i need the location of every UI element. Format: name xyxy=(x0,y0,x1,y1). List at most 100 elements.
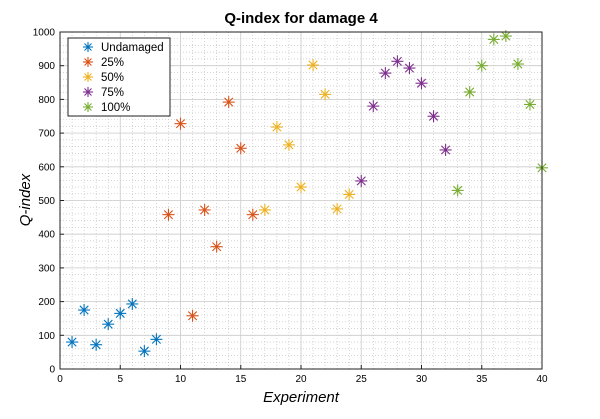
data-point-75pct xyxy=(427,110,440,123)
data-point-50pct xyxy=(258,203,271,216)
asterisk-stroke xyxy=(332,204,342,214)
data-point-100pct xyxy=(463,85,476,98)
data-point-25pct xyxy=(174,117,187,130)
x-tick-label: 40 xyxy=(536,374,548,385)
asterisk-stroke xyxy=(320,89,330,99)
asterisk-stroke xyxy=(428,111,439,121)
legend-label: 75% xyxy=(101,87,124,99)
x-tick-label: 25 xyxy=(356,374,368,385)
data-point-25pct xyxy=(162,208,175,221)
asterisk-stroke xyxy=(187,311,198,321)
asterisk-stroke xyxy=(441,145,451,155)
y-tick-label: 100 xyxy=(38,331,55,342)
asterisk-stroke xyxy=(139,346,149,356)
asterisk-stroke xyxy=(272,122,282,132)
data-point-100pct xyxy=(499,30,512,43)
asterisk-stroke xyxy=(224,97,234,107)
asterisk-stroke xyxy=(356,176,366,186)
data-point-50pct xyxy=(307,59,320,72)
plot-frame xyxy=(59,31,543,370)
data-point-100pct xyxy=(475,59,488,72)
data-point-undamaged xyxy=(126,297,139,310)
asterisk-stroke xyxy=(84,58,92,66)
asterisk-stroke xyxy=(296,182,306,192)
y-tick-label: 700 xyxy=(38,129,55,140)
data-point-25pct xyxy=(198,203,211,216)
asterisk-stroke xyxy=(67,337,77,347)
data-point-100pct xyxy=(487,33,500,46)
asterisk-stroke xyxy=(175,119,186,129)
y-tick-label: 0 xyxy=(49,365,55,376)
asterisk-stroke xyxy=(284,140,294,150)
data-point-100pct xyxy=(511,58,524,71)
asterisk-stroke xyxy=(79,305,89,315)
data-point-undamaged xyxy=(102,318,115,331)
y-tick-label: 900 xyxy=(38,61,55,72)
data-point-75pct xyxy=(355,174,368,187)
asterisk-stroke xyxy=(115,308,125,318)
asterisk-stroke xyxy=(200,205,210,215)
y-tick-label: 500 xyxy=(38,196,55,207)
data-point-75pct xyxy=(379,67,392,80)
legend-marker xyxy=(83,42,93,52)
legend-marker xyxy=(83,57,93,67)
legend-marker xyxy=(83,102,93,112)
legend-label: Undamaged xyxy=(101,42,164,54)
data-point-undamaged xyxy=(150,333,163,346)
legend-marker xyxy=(83,72,93,82)
asterisk-stroke xyxy=(368,101,378,111)
x-tick-label: 15 xyxy=(235,374,247,385)
y-tick-label: 200 xyxy=(38,297,55,308)
asterisk-stroke xyxy=(151,334,161,344)
data-point-undamaged xyxy=(90,338,103,351)
x-tick-label: 5 xyxy=(117,374,123,385)
data-point-75pct xyxy=(403,62,416,75)
y-tick-label: 300 xyxy=(38,263,55,274)
asterisk-stroke xyxy=(84,103,92,111)
asterisk-stroke xyxy=(513,59,523,69)
asterisk-stroke xyxy=(489,34,499,45)
legend: Undamaged 25% 50% 75% 100% xyxy=(67,37,171,117)
data-point-50pct xyxy=(343,188,356,201)
legend-label: 100% xyxy=(101,102,130,114)
x-axis-label: Experiment xyxy=(263,389,340,406)
asterisk-stroke xyxy=(127,299,137,309)
asterisk-stroke xyxy=(344,189,354,200)
data-point-100pct xyxy=(451,184,464,197)
asterisk-stroke xyxy=(465,87,475,97)
asterisk-stroke xyxy=(453,185,463,195)
data-point-undamaged xyxy=(114,307,127,320)
asterisk-stroke xyxy=(103,319,113,329)
y-tick-label: 1000 xyxy=(33,28,56,39)
y-axis-label: Q-index xyxy=(17,173,34,226)
data-point-75pct xyxy=(439,143,452,156)
x-tick-label: 20 xyxy=(295,374,307,385)
data-point-25pct xyxy=(246,208,259,221)
asterisk-stroke xyxy=(91,340,101,350)
asterisk-stroke xyxy=(84,88,92,96)
data-point-50pct xyxy=(295,181,307,194)
data-point-undamaged xyxy=(78,304,91,317)
x-tick-label: 0 xyxy=(57,374,63,385)
x-tick-label: 30 xyxy=(416,374,428,385)
asterisk-stroke xyxy=(212,242,222,252)
legend-label: 25% xyxy=(101,57,124,69)
axis-ticks: 0 5 10 15 20 25 30 35 40010020030040050060070080… xyxy=(33,28,548,386)
x-tick-label: 10 xyxy=(175,374,187,385)
asterisk-stroke xyxy=(84,43,92,51)
y-tick-label: 800 xyxy=(38,95,55,106)
asterisk-stroke xyxy=(248,210,258,220)
asterisk-stroke xyxy=(236,143,246,153)
y-tick-label: 400 xyxy=(38,230,55,241)
legend-label: 50% xyxy=(101,72,124,84)
data-point-75pct xyxy=(415,77,428,90)
data-point-50pct xyxy=(319,88,332,101)
asterisk-stroke xyxy=(260,205,270,215)
asterisk-stroke xyxy=(308,60,318,70)
asterisk-stroke xyxy=(392,56,402,66)
data-point-100pct xyxy=(523,98,536,111)
asterisk-stroke xyxy=(404,63,415,73)
data-point-25pct xyxy=(210,240,223,253)
data-point-25pct xyxy=(222,96,235,109)
